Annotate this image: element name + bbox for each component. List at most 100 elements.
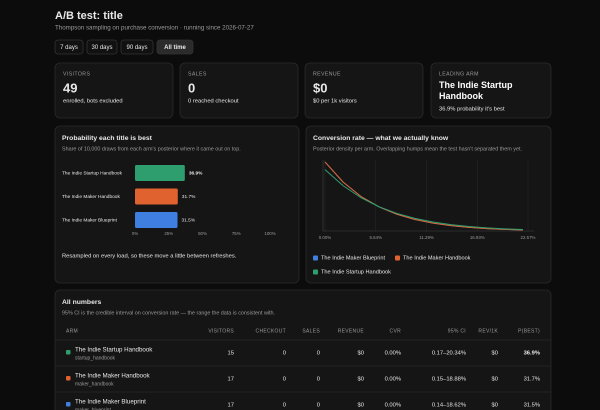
arm-name: The Indie Maker Blueprint	[75, 399, 146, 406]
table-cell: 0	[317, 377, 320, 383]
table-panel	[54, 289, 552, 410]
table-cell: 0	[317, 403, 320, 409]
legend-label: The Indie Maker Handbook	[403, 255, 471, 261]
stat-label: REVENUE	[313, 71, 341, 77]
range-button-label[interactable]: 90 days	[126, 45, 147, 51]
x-tick-label: 0.00%	[319, 235, 332, 240]
stat-note: $0 per 1k visitors	[313, 99, 357, 105]
table-cell: 0	[317, 351, 320, 357]
x-tick-label: 50%	[198, 231, 207, 236]
bar	[135, 165, 185, 181]
table-cell: $0	[492, 351, 498, 357]
table-cell: 17	[228, 377, 234, 383]
column-header: CVR	[390, 328, 402, 334]
legend-swatch	[313, 269, 318, 275]
column-header: ARM	[66, 328, 78, 334]
density-line	[324, 169, 523, 230]
table-cell: 15	[228, 351, 234, 357]
table-cell: $0	[358, 351, 364, 357]
stat-note: 0 reached checkout	[188, 99, 239, 105]
legend-swatch	[313, 255, 318, 261]
arm-swatch	[66, 376, 71, 381]
column-header: 95% CI	[448, 328, 466, 334]
legend-label: The Indie Maker Blueprint	[321, 255, 385, 261]
chart-title: Conversion rate — what we actually know	[313, 135, 449, 142]
bar-label: The Indie Maker Handbook	[62, 194, 120, 200]
bar	[135, 188, 178, 205]
arm-name: The Indie Startup Handbook	[75, 347, 153, 354]
table-cell: $0	[492, 403, 498, 409]
arm-slug: maker_handbook	[75, 381, 114, 387]
table-cell: 17	[228, 403, 234, 409]
stat-label: LEADING ARM	[439, 71, 479, 77]
table-cell: 36.9%	[524, 351, 540, 357]
bar-value-label: 31.7%	[182, 194, 196, 200]
arm-swatch	[66, 402, 71, 407]
table-subtitle: 95% CI is the credible interval on conve…	[62, 310, 275, 316]
bar-label: The Indie Maker Blueprint	[62, 217, 118, 223]
range-button-label[interactable]: All time	[164, 45, 186, 51]
bar-value-label: 31.5%	[182, 217, 196, 223]
bar-value-label: 36.9%	[189, 170, 203, 176]
table-cell: 0.14–18.62%	[432, 403, 466, 409]
column-header: REV/1K	[478, 328, 498, 334]
bar-label: The Indie Startup Handbook	[62, 170, 123, 176]
chart-note: Resampled on every load, so these move a…	[62, 254, 237, 260]
stat-value: $0	[313, 80, 327, 95]
table-cell: 31.7%	[524, 377, 540, 383]
x-tick-label: 22.57%	[521, 235, 536, 240]
stat-label: VISITORS	[63, 71, 90, 77]
x-tick-label: 100%	[264, 231, 275, 236]
stat-value: 0	[188, 80, 195, 95]
table-cell: $0	[492, 377, 498, 383]
page-subtitle: Thompson sampling on purchase conversion…	[55, 25, 254, 32]
chart-title: Probability each title is best	[62, 135, 153, 142]
table-cell: 0.17–20.34%	[432, 351, 466, 357]
stat-value-box: The Indie Startup Handbook	[439, 80, 513, 101]
range-button-label[interactable]: 7 days	[60, 45, 78, 51]
table-cell: $0	[358, 377, 364, 383]
legend-label: The Indie Startup Handbook	[321, 269, 391, 275]
arm-swatch	[66, 350, 71, 355]
chart-panel	[305, 125, 552, 284]
table-cell: 0	[283, 351, 286, 357]
column-header: CHECKOUT	[256, 328, 286, 334]
arm-name: The Indie Maker Handbook	[75, 373, 151, 380]
table-cell: 0.00%	[385, 351, 401, 357]
column-header: P(BEST)	[518, 328, 540, 334]
stat-note: 36.9% probability it's best	[439, 107, 505, 113]
table-cell: 31.5%	[524, 403, 540, 409]
table-cell: 0.00%	[385, 377, 401, 383]
stat-card	[430, 62, 552, 119]
stat-value: 49	[63, 80, 77, 95]
range-button[interactable]	[86, 39, 118, 55]
x-tick-label: 5.64%	[370, 235, 383, 240]
page-title: A/B test: title	[55, 10, 123, 22]
stat-value: The Indie Startup Handbook	[439, 80, 513, 101]
legend-swatch	[395, 255, 400, 261]
table-cell: 0	[283, 377, 286, 383]
column-header: SALES	[302, 328, 320, 334]
x-tick-label: 11.29%	[419, 235, 434, 240]
range-button-label[interactable]: 30 days	[91, 45, 112, 51]
table-title: All numbers	[62, 299, 101, 306]
column-header: VISITORS	[208, 328, 234, 334]
bar	[135, 212, 178, 228]
range-button[interactable]	[156, 39, 194, 55]
table-cell: 0.00%	[385, 403, 401, 409]
chart-subtitle: Posterior density per arm. Overlapping h…	[313, 146, 522, 152]
x-tick-label: 16.93%	[470, 235, 485, 240]
table-cell: 0.15–18.88%	[432, 377, 466, 383]
range-button[interactable]	[54, 39, 84, 55]
table-cell: 0	[283, 403, 286, 409]
x-tick-label: 0%	[132, 231, 138, 236]
stat-note: enrolled, bots excluded	[63, 99, 123, 105]
chart-panel	[54, 125, 300, 284]
chart-subtitle: Share of 10,000 draws from each arm's po…	[62, 146, 241, 152]
table-cell: $0	[358, 403, 364, 409]
range-button[interactable]	[120, 39, 154, 55]
x-tick-label: 75%	[232, 231, 241, 236]
arm-slug: maker_blueprint	[75, 407, 111, 410]
